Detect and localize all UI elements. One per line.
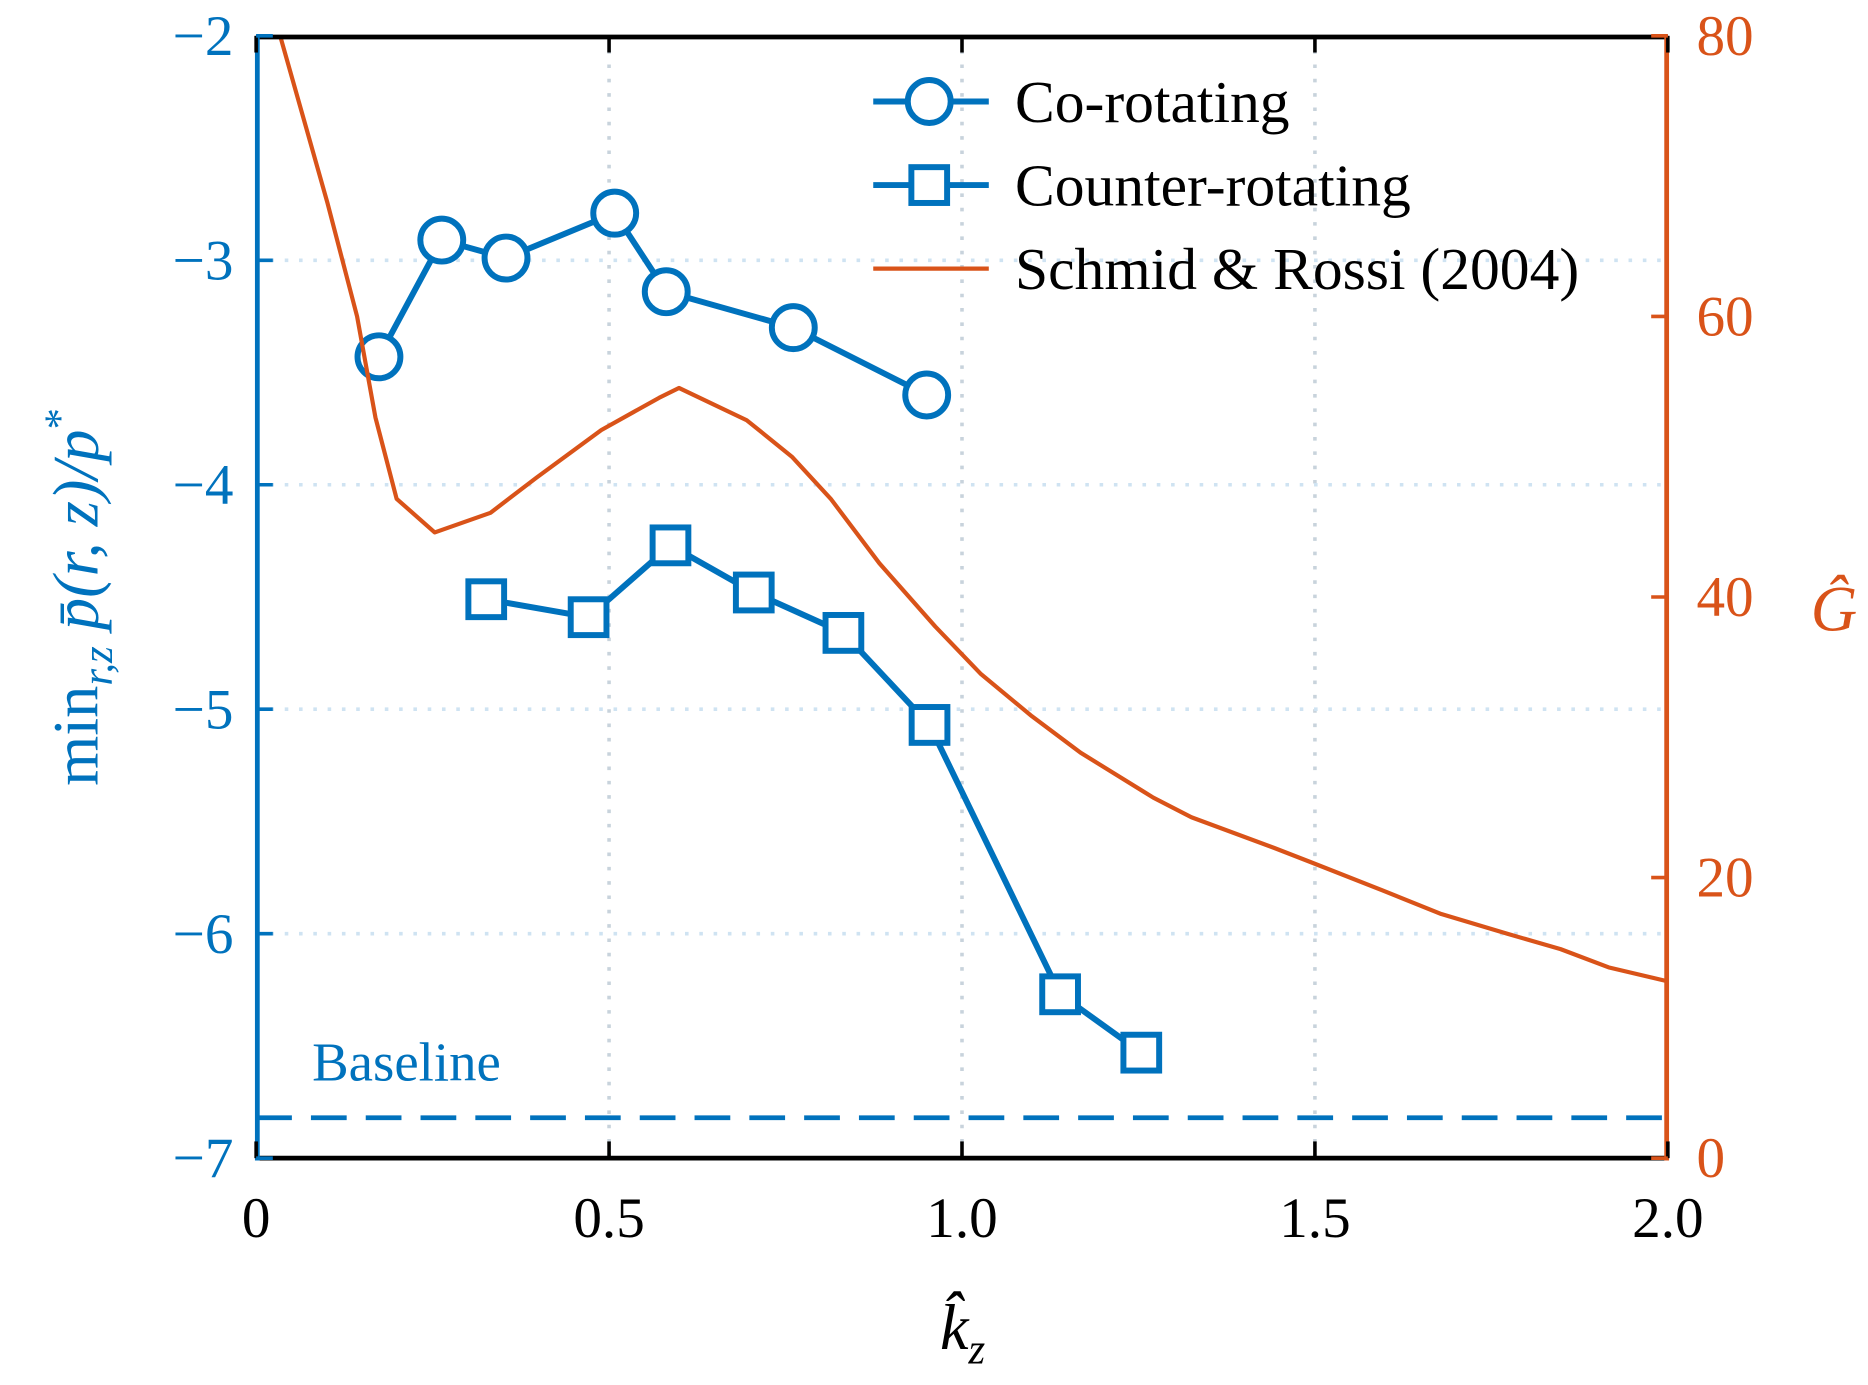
circle-marker xyxy=(481,233,531,283)
y-right-tick-label: 60 xyxy=(1696,285,1753,348)
square-marker xyxy=(822,612,865,654)
x-tick-label: 0 xyxy=(242,1187,271,1250)
legend-label: Counter-rotating xyxy=(1015,152,1411,218)
y-left-tick-label: −3 xyxy=(173,229,234,292)
circle-marker xyxy=(902,370,952,420)
y-left-tick-label: −6 xyxy=(173,903,234,966)
x-axis-label: k̂z xyxy=(940,1291,986,1373)
y-axis-right-label: Ĝ xyxy=(1811,573,1857,644)
legend-circle-marker xyxy=(904,77,954,126)
legend-square-marker xyxy=(908,164,951,206)
baseline: Baseline xyxy=(256,1031,1668,1121)
circle-marker xyxy=(768,303,818,353)
circle-marker xyxy=(641,267,691,317)
x-tick-label: 0.5 xyxy=(573,1187,644,1250)
baseline-label: Baseline xyxy=(312,1031,501,1092)
square-marker xyxy=(1039,973,1081,1016)
series-line-2 xyxy=(278,35,1669,984)
square-marker xyxy=(732,571,775,614)
y-right-tick-label: 80 xyxy=(1696,5,1753,68)
square-marker xyxy=(567,596,610,639)
y-left-tick-label: −7 xyxy=(173,1127,234,1190)
x-tick-label: 1.5 xyxy=(1279,1187,1350,1250)
square-marker xyxy=(908,704,951,746)
ticks: 0 0.5 1.0 1.5 2.0 −7 −6 −5 −4 −3 −2 0 20 40 60 80 xyxy=(173,5,1754,1250)
y-axis-left-label: minr,z p̄(r, z)/p* xyxy=(37,408,122,786)
x-tick-label: 2.0 xyxy=(1632,1187,1703,1250)
y-left-tick-label: −4 xyxy=(173,454,234,517)
y-right-tick-label: 20 xyxy=(1696,847,1753,910)
y-left-tick-label: −5 xyxy=(173,678,234,741)
legend-label: Co-rotating xyxy=(1015,69,1290,135)
series-layer xyxy=(278,35,1669,1074)
y-right-tick-label: 40 xyxy=(1696,566,1753,629)
y-right-tick-label: 0 xyxy=(1696,1127,1725,1190)
square-marker xyxy=(649,524,692,567)
legend-label: Schmid & Rossi (2004) xyxy=(1015,236,1579,302)
circle-marker xyxy=(590,188,640,238)
y-left-tick-label: −2 xyxy=(173,5,234,68)
circle-marker xyxy=(417,215,467,265)
square-marker xyxy=(1120,1031,1163,1074)
legend: Co-rotating Counter-rotating Schmid & Ross… xyxy=(873,69,1579,302)
square-marker xyxy=(465,578,508,621)
x-tick-label: 1.0 xyxy=(926,1187,997,1250)
